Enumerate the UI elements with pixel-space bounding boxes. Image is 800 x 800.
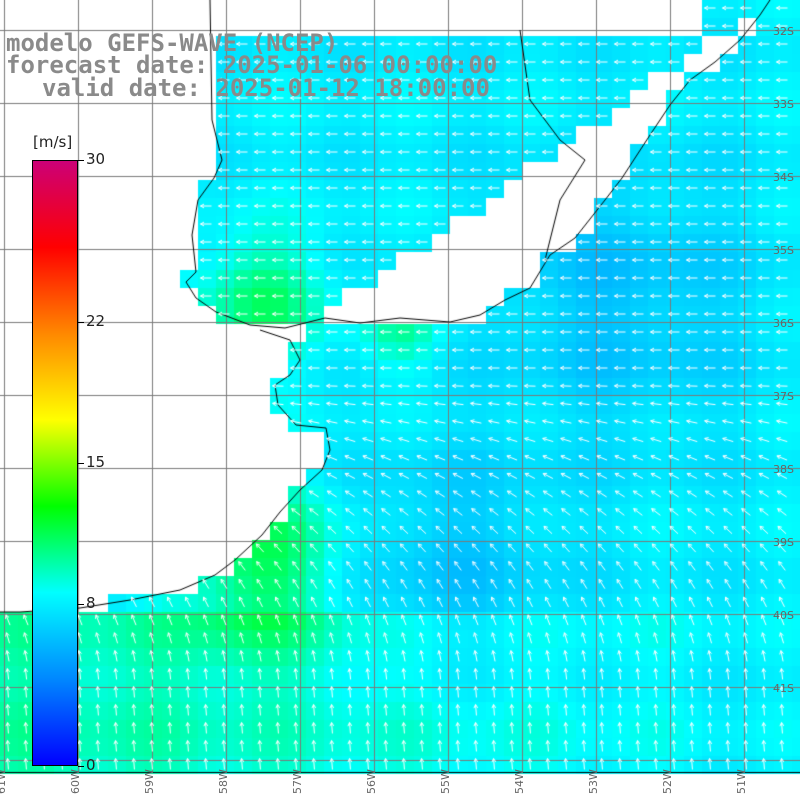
latitude-label: 38S (773, 463, 794, 476)
colorbar-unit: [m/s] (33, 133, 73, 151)
longitude-label: 56W (365, 769, 378, 794)
longitude-label: 54W (513, 769, 526, 794)
latitude-label: 36S (773, 317, 794, 330)
longitude-label: 57W (291, 769, 304, 794)
longitude-label: 60W (69, 769, 82, 794)
colorbar-tick-mark (78, 321, 84, 323)
longitude-label: 51W (735, 769, 748, 794)
colorbar (32, 160, 78, 766)
colorbar-tick-mark (78, 604, 84, 606)
colorbar-tick-label: 15 (86, 453, 106, 471)
latitude-label: 35S (773, 244, 794, 257)
model-title: modelo GEFS-WAVE (NCEP) (6, 29, 339, 57)
latitude-label: 39S (773, 536, 794, 549)
colorbar-tick-mark (78, 463, 84, 464)
latitude-label: 34S (773, 171, 794, 184)
colorbar-tick-label: 30 (86, 150, 106, 168)
colorbar-tick-mark (78, 766, 84, 767)
longitude-label: 55W (439, 769, 452, 794)
longitude-label: 61W (0, 769, 8, 794)
latitude-label: 33S (773, 98, 794, 111)
colorbar-tick-label: 0 (86, 756, 96, 774)
latitude-label: 41S (773, 682, 794, 695)
colorbar-tick-mark (78, 160, 84, 161)
longitude-label: 53W (587, 769, 600, 794)
latitude-label: 40S (773, 609, 794, 622)
valid-date: valid date: 2025-01-12 18:00:00 (42, 74, 490, 102)
longitude-label: 59W (143, 769, 156, 794)
longitude-label: 52W (661, 769, 674, 794)
longitude-label: 58W (217, 769, 230, 794)
latitude-label: 32S (773, 25, 794, 38)
latitude-label: 37S (773, 390, 794, 403)
colorbar-tick-label: 8 (86, 594, 96, 613)
colorbar-tick-label: 22 (86, 311, 106, 330)
forecast-date: forecast date: 2025-01-06 00:00:00 (6, 51, 498, 79)
